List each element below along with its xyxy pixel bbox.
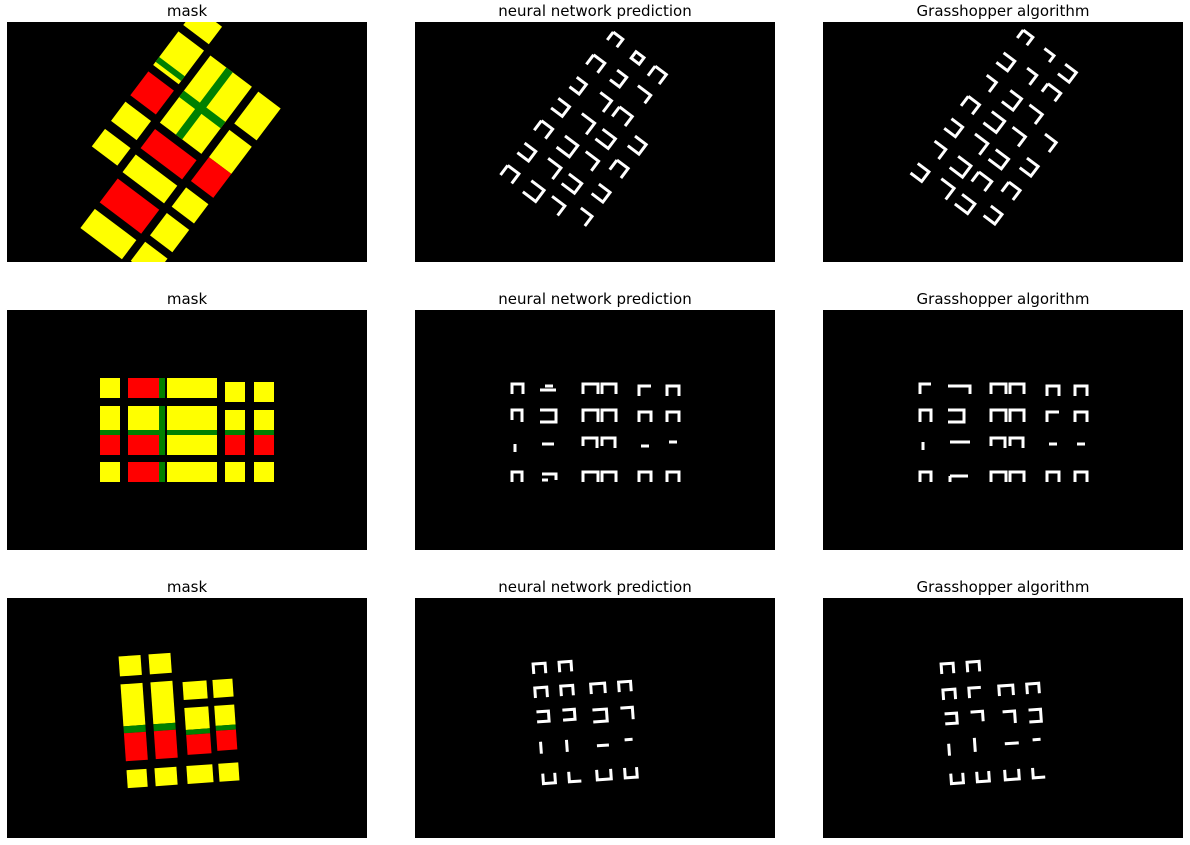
- panel-title: neural network prediction: [498, 2, 692, 20]
- prediction-image: [415, 310, 775, 550]
- panel-title: Grasshopper algorithm: [916, 290, 1090, 308]
- panel-title: mask: [166, 578, 208, 596]
- prediction-image: [415, 598, 775, 838]
- algorithm-image: [823, 22, 1183, 262]
- algorithm-image: [823, 310, 1183, 550]
- mask-image: [7, 310, 367, 550]
- panel-title: Grasshopper algorithm: [916, 578, 1090, 596]
- algorithm-image: [823, 598, 1183, 838]
- panel-title: Grasshopper algorithm: [916, 2, 1090, 20]
- panel-title: mask: [166, 290, 208, 308]
- panel-title: mask: [166, 2, 208, 20]
- prediction-image: [415, 22, 775, 262]
- mask-image: [7, 22, 367, 262]
- panel-title: neural network prediction: [498, 578, 692, 596]
- panel-title: neural network prediction: [498, 290, 692, 308]
- mask-image: [7, 598, 367, 838]
